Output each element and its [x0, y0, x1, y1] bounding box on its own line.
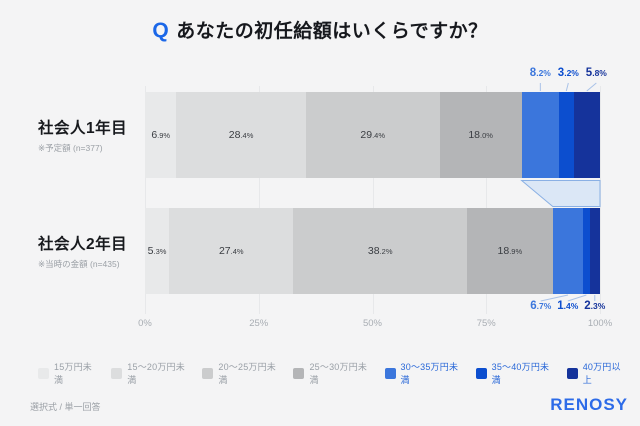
bar-segment: 18.0%	[439, 92, 522, 178]
legend-item: 30〜35万円未満	[384, 360, 460, 386]
renosy-logo: RENOSY	[550, 395, 628, 414]
legend-item: 15万円未満	[38, 360, 95, 386]
legend-item: 35〜40万円未満	[475, 360, 551, 386]
legend-label: 25〜30万円未満	[309, 362, 368, 385]
segment-value-label: 29.4%	[360, 129, 386, 141]
legend-item: 25〜30万円未満	[293, 360, 368, 386]
x-axis-tick-label: 50%	[362, 318, 383, 329]
legend-swatch	[384, 367, 396, 379]
legend-swatch	[475, 367, 487, 379]
bar-segment: 29.4%	[305, 92, 440, 178]
title-text: あなたの初任給額はいくらですか？	[176, 21, 488, 42]
gridline	[372, 86, 374, 314]
legend-item: 20〜25万円未満	[202, 360, 277, 386]
segment-value-label: 38.2%	[367, 245, 393, 257]
legend-item: 40万円以上	[566, 360, 624, 386]
callout-value-label: 8.2%	[529, 67, 551, 79]
legend-label: 40万円以上	[582, 362, 621, 385]
legend-label: 35〜40万円未満	[491, 362, 550, 385]
callout-value-label: 3.2%	[557, 67, 579, 79]
segment-value-label: 5.3%	[147, 245, 167, 257]
segment-value-label: 18.0%	[468, 129, 493, 141]
row-label: 社会人1年目 ※予定額 (n=377)	[38, 116, 127, 154]
callout-value-label: 5.8%	[585, 67, 607, 79]
row-label: 社会人2年目 ※当時の金額 (n=435)	[38, 232, 127, 270]
chart-legend: 15万円未満 15〜20万円未満 20〜25万円未満 25〜30万円未満 30〜35万円…	[38, 360, 640, 386]
answer-type-note: 選択式 / 単一回答	[30, 402, 101, 412]
bar-segment: 5.3%	[145, 208, 170, 294]
bar-segment: 18.9%	[466, 208, 553, 294]
bar-segment	[521, 92, 559, 178]
legend-label: 20〜25万円未満	[218, 362, 276, 385]
legend-swatch	[202, 367, 214, 379]
segment-value-label: 6.9%	[151, 129, 171, 141]
legend-swatch	[38, 367, 49, 379]
question-mark-icon: Q	[152, 19, 170, 42]
legend-swatch	[111, 367, 123, 379]
legend-label: 15〜20万円未満	[127, 362, 185, 385]
callout-value-label: 1.4%	[557, 300, 579, 312]
page-title: Q あなたの初任給額はいくらですか？	[0, 16, 640, 43]
x-axis-tick-label: 25%	[249, 318, 269, 329]
callout-value-label: 6.7%	[530, 300, 552, 312]
row-sample-note: ※当時の金額 (n=435)	[38, 259, 120, 269]
segment-value-label: 27.4%	[218, 245, 244, 257]
gridline	[145, 86, 146, 314]
row-category-name: 社会人1年目	[38, 120, 128, 137]
bar-segment: 38.2%	[293, 208, 467, 294]
bar-segment: 6.9%	[145, 92, 177, 178]
bar-segment	[559, 92, 574, 178]
bar-segment	[589, 208, 600, 294]
bar-segment: 28.4%	[176, 92, 306, 178]
x-axis-tick-label: 0%	[138, 318, 152, 329]
x-axis-tick-label: 100%	[587, 318, 613, 329]
gridline	[486, 86, 488, 314]
row-category-name: 社会人2年目	[38, 236, 128, 253]
bar-segment	[552, 208, 584, 294]
callout-value-label: 2.3%	[584, 300, 606, 312]
bar-segment: 27.4%	[169, 208, 294, 294]
legend-swatch	[293, 367, 305, 379]
x-axis-tick-label: 75%	[476, 318, 496, 329]
row-sample-note: ※予定額 (n=377)	[38, 143, 103, 153]
legend-label: 30〜35万円未満	[400, 362, 459, 385]
bar-segment	[573, 92, 600, 178]
gridline	[258, 86, 260, 314]
legend-swatch	[566, 367, 578, 379]
gridline	[600, 86, 601, 314]
bar-segment	[583, 208, 590, 294]
segment-value-label: 18.9%	[497, 245, 523, 257]
legend-item: 15〜20万円未満	[111, 360, 186, 386]
segment-value-label: 28.4%	[228, 129, 254, 141]
legend-label: 15万円未満	[54, 362, 93, 385]
